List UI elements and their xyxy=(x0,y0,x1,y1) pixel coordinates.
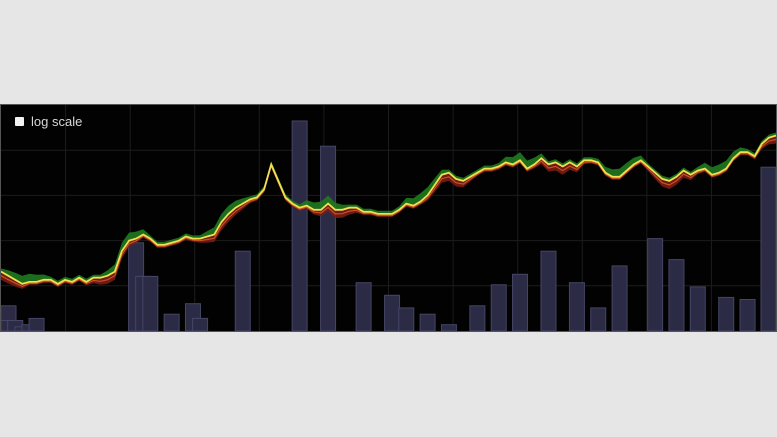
log-scale-toggle[interactable]: log scale xyxy=(15,115,82,128)
volume-bar xyxy=(490,284,507,331)
volume-bar xyxy=(512,273,529,331)
chart-panel: log scale xyxy=(0,104,777,332)
volume-bar xyxy=(419,313,436,331)
volume-bar xyxy=(540,250,557,331)
volume-bar xyxy=(355,282,372,331)
volume-bar xyxy=(384,294,401,331)
volume-bar xyxy=(668,259,685,331)
volume-bar xyxy=(440,324,457,331)
volume-bar xyxy=(142,275,159,331)
volume-bar xyxy=(234,250,251,331)
volume-bar xyxy=(689,286,706,331)
volume-bar xyxy=(163,313,180,331)
price-volume-chart xyxy=(1,105,776,331)
volume-bar xyxy=(469,305,486,331)
volume-bar xyxy=(398,307,415,331)
secondary-line xyxy=(1,138,776,288)
volume-bars xyxy=(1,120,776,331)
volume-bar xyxy=(611,265,628,331)
volume-bar xyxy=(739,299,756,331)
volume-bar xyxy=(320,145,337,331)
volume-bar xyxy=(568,282,585,331)
log-scale-checkbox[interactable] xyxy=(15,117,24,126)
volume-bar xyxy=(718,296,735,331)
price-lines xyxy=(1,134,776,288)
volume-bar xyxy=(647,238,664,331)
volume-bar xyxy=(590,307,607,331)
volume-bar xyxy=(28,317,45,331)
log-scale-label: log scale xyxy=(31,114,83,129)
price-line xyxy=(1,134,776,285)
volume-bar xyxy=(291,120,308,331)
volume-bar xyxy=(192,317,209,331)
volume-bar xyxy=(760,166,776,331)
